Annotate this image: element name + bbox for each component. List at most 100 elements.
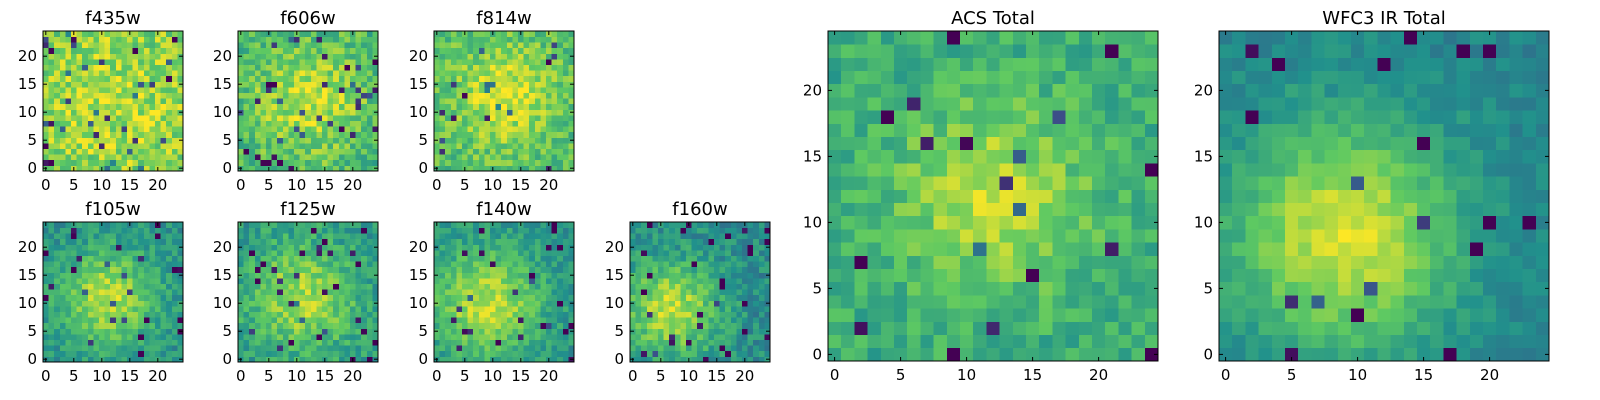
heatmap-cell bbox=[333, 126, 340, 133]
heatmap-cell bbox=[1324, 110, 1339, 124]
heatmap-cell bbox=[506, 294, 513, 301]
heatmap-cell bbox=[277, 81, 284, 88]
heatmap-cell bbox=[260, 120, 267, 127]
heatmap-cell bbox=[907, 347, 921, 362]
heatmap-cell bbox=[1456, 334, 1471, 349]
heatmap-cell bbox=[93, 87, 100, 93]
heatmap-cell bbox=[48, 356, 55, 363]
heatmap-cell bbox=[1144, 149, 1159, 164]
heatmap-cell bbox=[294, 87, 300, 93]
heatmap-cell bbox=[171, 356, 178, 363]
heatmap-cell bbox=[71, 120, 77, 127]
heatmap-cell bbox=[1417, 242, 1431, 256]
heatmap-cell bbox=[71, 154, 77, 161]
heatmap-cell bbox=[138, 328, 145, 335]
heatmap-cell bbox=[1377, 268, 1391, 283]
heatmap-cell bbox=[132, 311, 139, 318]
heatmap-cell bbox=[322, 266, 328, 273]
heatmap-cell bbox=[529, 328, 536, 335]
heatmap-cell bbox=[478, 148, 485, 155]
heatmap-cell bbox=[1430, 83, 1444, 98]
heatmap-cell bbox=[828, 202, 842, 217]
heatmap-cell bbox=[512, 339, 519, 346]
heatmap-cell bbox=[316, 131, 323, 138]
heatmap-cell bbox=[310, 311, 317, 318]
heatmap-cell bbox=[854, 281, 868, 296]
heatmap-cell bbox=[1535, 163, 1550, 177]
heatmap-cell bbox=[115, 255, 122, 262]
heatmap-cell bbox=[473, 115, 480, 121]
heatmap-cell bbox=[1509, 215, 1523, 230]
heatmap-cell bbox=[1026, 136, 1040, 151]
heatmap-cell bbox=[299, 283, 306, 290]
heatmap-cell bbox=[254, 306, 261, 312]
heatmap-cell bbox=[1390, 229, 1405, 243]
heatmap-cell bbox=[71, 75, 77, 82]
heatmap-cell bbox=[1377, 255, 1391, 269]
heatmap-cell bbox=[484, 87, 491, 93]
heatmap-cell bbox=[344, 154, 351, 161]
heatmap-cell bbox=[249, 345, 256, 352]
heatmap-cell bbox=[243, 109, 250, 116]
heatmap-cell bbox=[1052, 97, 1066, 111]
heatmap-cell bbox=[1026, 44, 1040, 58]
heatmap-cell bbox=[327, 283, 334, 290]
heatmap-cell bbox=[115, 227, 122, 234]
heatmap-cell bbox=[54, 42, 61, 49]
heatmap-cell bbox=[87, 148, 94, 155]
heatmap-cell bbox=[166, 244, 173, 251]
heatmap-cell bbox=[1232, 202, 1246, 217]
heatmap-cell bbox=[484, 328, 491, 335]
heatmap-cell bbox=[254, 137, 261, 144]
heatmap-cell bbox=[355, 350, 362, 357]
heatmap-cell bbox=[305, 311, 312, 318]
heatmap-cell bbox=[546, 322, 552, 329]
heatmap-cell bbox=[260, 115, 267, 121]
heatmap-cell bbox=[495, 120, 502, 127]
heatmap-cell bbox=[867, 123, 882, 137]
heatmap-cell bbox=[495, 92, 502, 99]
heatmap-cell bbox=[473, 165, 480, 172]
heatmap-cell bbox=[59, 87, 66, 93]
heatmap-cell bbox=[305, 92, 312, 99]
y-tick-label: 5 bbox=[812, 279, 822, 297]
heatmap-cell bbox=[121, 294, 128, 301]
heatmap-cell bbox=[512, 137, 519, 144]
heatmap-cell bbox=[93, 31, 100, 37]
heatmap-cell bbox=[294, 81, 300, 88]
heatmap-cell bbox=[254, 120, 261, 127]
heatmap-cell bbox=[99, 266, 105, 273]
heatmap-cell bbox=[1271, 31, 1286, 45]
heatmap-cell bbox=[65, 266, 72, 273]
heatmap-cell bbox=[1337, 321, 1352, 335]
heatmap-cell bbox=[350, 278, 356, 284]
heatmap-cell bbox=[841, 110, 855, 124]
heatmap-cell bbox=[372, 120, 379, 127]
heatmap-cell bbox=[254, 131, 261, 138]
heatmap-cell bbox=[65, 283, 72, 290]
heatmap-cell bbox=[434, 64, 440, 71]
heatmap-cell bbox=[562, 165, 569, 172]
heatmap-cell bbox=[999, 189, 1014, 203]
heatmap-cell bbox=[506, 306, 513, 312]
heatmap-cell bbox=[82, 334, 89, 340]
heatmap-cell bbox=[501, 115, 508, 121]
heatmap-cell bbox=[138, 143, 145, 149]
heatmap-cell bbox=[1131, 44, 1146, 58]
heatmap-cell bbox=[171, 334, 178, 340]
heatmap-cell bbox=[121, 115, 128, 121]
heatmap-cell bbox=[254, 47, 261, 54]
heatmap-cell bbox=[462, 115, 468, 121]
heatmap-cell bbox=[254, 322, 261, 329]
heatmap-cell bbox=[1337, 295, 1352, 309]
heatmap-cell bbox=[894, 202, 908, 217]
heatmap-cell bbox=[322, 154, 328, 161]
heatmap-cell bbox=[249, 143, 256, 149]
heatmap-cell bbox=[1131, 136, 1146, 151]
heatmap-cell bbox=[529, 64, 536, 71]
heatmap-cell bbox=[143, 92, 150, 99]
y-tick-label: 5 bbox=[222, 131, 232, 149]
heatmap-cell bbox=[1522, 295, 1537, 309]
